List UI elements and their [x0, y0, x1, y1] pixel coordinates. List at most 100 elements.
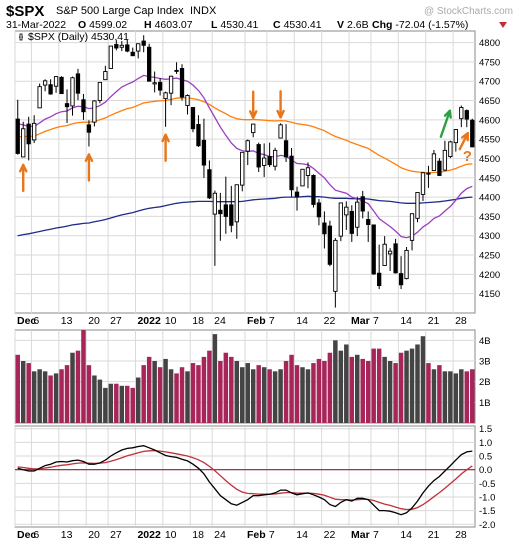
candle-body-down: [366, 219, 371, 225]
candle-body-up: [168, 75, 174, 94]
candle-body-down: [86, 124, 92, 133]
volume-bar: [135, 377, 141, 423]
volume-bar: [245, 363, 250, 423]
candle-body-down: [59, 76, 64, 95]
candle-body-down: [398, 273, 404, 286]
orange-up-arrow-icon: [84, 153, 94, 182]
macd-tick-label: 1.0: [479, 438, 492, 449]
candle: [103, 65, 108, 81]
candle-body-down: [147, 46, 152, 82]
candle: [464, 109, 469, 128]
price-tick-label: 4350: [479, 212, 500, 223]
candle: [344, 201, 349, 230]
volume-bar: [103, 387, 108, 423]
orange-up-right-arrow-icon: [458, 131, 469, 151]
candle: [327, 220, 333, 267]
candle-body-up: [382, 243, 387, 266]
candle: [393, 238, 398, 274]
candle-body-up: [344, 206, 349, 216]
volume-bar: [229, 356, 234, 423]
candle: [92, 100, 97, 127]
candle: [311, 174, 316, 208]
volume-bar: [459, 369, 464, 423]
volume-bar: [15, 354, 20, 423]
volume-bar: [420, 336, 426, 423]
volume-bar: [48, 375, 53, 423]
volume-bar: [125, 385, 130, 423]
candle-body-up: [404, 249, 409, 280]
price-tick-label: 4500: [479, 154, 500, 165]
x-tick-label: 28: [455, 529, 467, 541]
candle-body-down: [437, 160, 442, 176]
volume-bar: [59, 369, 64, 423]
volume-bar: [464, 371, 470, 423]
volume-bar: [119, 385, 125, 423]
candle: [459, 105, 464, 128]
candle: [262, 143, 267, 178]
price-tick-label: 4550: [479, 135, 500, 146]
volume-bar: [278, 369, 283, 423]
volume-bar: [163, 358, 168, 423]
x-tick-label: 10: [165, 529, 177, 541]
candle: [147, 43, 152, 82]
candle-body-up: [442, 149, 448, 171]
x-tick-label: 18: [192, 315, 204, 327]
candle-body-down: [114, 44, 119, 49]
volume-bar: [327, 352, 333, 423]
price-tick-label: 4650: [479, 96, 500, 107]
candle: [97, 81, 103, 104]
volume-bar: [409, 348, 415, 423]
candle-body-down: [196, 124, 201, 147]
candle: [398, 256, 404, 290]
ohlc-readout: O 4599.02 H 4603.07 L 4530.41 C 4530.41 V 2.6…: [78, 19, 468, 31]
candle: [349, 205, 354, 242]
candle: [114, 39, 119, 51]
volume-bar: [256, 365, 261, 423]
candle: [32, 115, 37, 144]
candle-body-up: [431, 153, 437, 171]
candle-body-up: [245, 140, 250, 152]
ema200-line: [17, 195, 473, 237]
candle: [448, 140, 453, 159]
candle-body-up: [37, 86, 42, 109]
candle-body-down: [377, 272, 382, 287]
x-tick-label: 20: [88, 315, 100, 327]
macd-tick-label: -2.0: [479, 520, 495, 531]
macd-tick-label: 0.0: [479, 465, 492, 476]
candle: [245, 139, 250, 166]
candle-body-down: [201, 139, 207, 166]
volume-bar: [190, 363, 196, 423]
x-tick-label: 28: [455, 315, 467, 327]
price-tick-label: 4150: [479, 289, 500, 300]
x-tick-label: 7: [269, 529, 275, 541]
candle: [355, 196, 360, 237]
volume-bar: [201, 356, 207, 423]
volume-bar: [86, 365, 92, 423]
candle-body-up: [21, 128, 26, 158]
candle-body-up: [387, 250, 393, 255]
candle-body-up: [459, 107, 464, 120]
x-tick-label: 13: [61, 529, 73, 541]
close-label: C: [273, 19, 281, 31]
macd-tick-label: -1.0: [479, 492, 495, 503]
candle: [136, 43, 141, 59]
candle-body-down: [125, 44, 130, 52]
date-label: 31-Mar-2022: [6, 19, 66, 31]
candle: [21, 121, 26, 158]
candle: [420, 172, 426, 201]
x-tick-label: 7: [269, 315, 275, 327]
volume-bar: [376, 348, 382, 423]
macd-tick-label: 1.5: [479, 424, 492, 435]
low-label: L: [211, 19, 218, 31]
candle: [119, 41, 124, 52]
x-tick-label: 6: [33, 315, 39, 327]
volume-bar: [168, 369, 174, 423]
legend-candle-body: [19, 33, 23, 41]
price-tick-label: 4250: [479, 251, 500, 262]
candle-body-up: [305, 167, 311, 176]
question-mark-label: ?: [463, 148, 472, 165]
volume-bar: [272, 371, 278, 423]
x-tick-label: 13: [61, 315, 73, 327]
price-tick-label: 4600: [479, 115, 500, 126]
candle-body-up: [163, 92, 168, 100]
